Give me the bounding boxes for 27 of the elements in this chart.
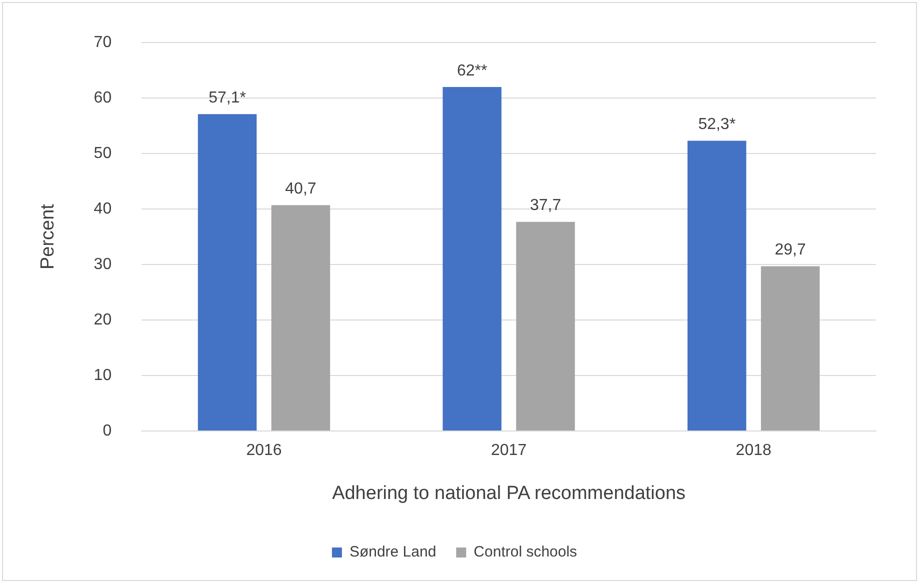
y-axis-title: Percent — [38, 203, 59, 270]
y-tick-label: 10 — [94, 366, 112, 384]
y-tick-label: 40 — [94, 200, 112, 218]
bar — [271, 205, 330, 430]
bar — [516, 222, 575, 430]
y-tick-label: 20 — [94, 311, 112, 328]
y-tick-label: 70 — [94, 34, 112, 52]
y-tick-label: 50 — [94, 144, 112, 162]
data-label: 37,7 — [530, 197, 562, 214]
data-label: 52,3* — [698, 116, 736, 134]
data-label: 57,1* — [208, 90, 246, 107]
legend-label: Control schools — [474, 544, 578, 561]
x-tick-label: 2017 — [491, 442, 527, 460]
y-tick-label: 0 — [102, 422, 112, 440]
data-label: 29,7 — [774, 242, 806, 259]
data-label: 40,7 — [285, 180, 316, 198]
x-axis-title: Adhering to national PA recommendations — [332, 482, 686, 504]
legend-label: Søndre Land — [349, 544, 436, 561]
bar — [198, 114, 257, 430]
x-tick-label: 2018 — [736, 442, 772, 460]
data-label: 62** — [456, 62, 488, 80]
bar — [442, 86, 502, 430]
bar — [760, 266, 820, 430]
bar — [688, 140, 746, 430]
y-tick-label: 60 — [94, 89, 112, 106]
y-tick-label: 30 — [94, 256, 112, 273]
x-tick-label: 2016 — [246, 442, 282, 460]
